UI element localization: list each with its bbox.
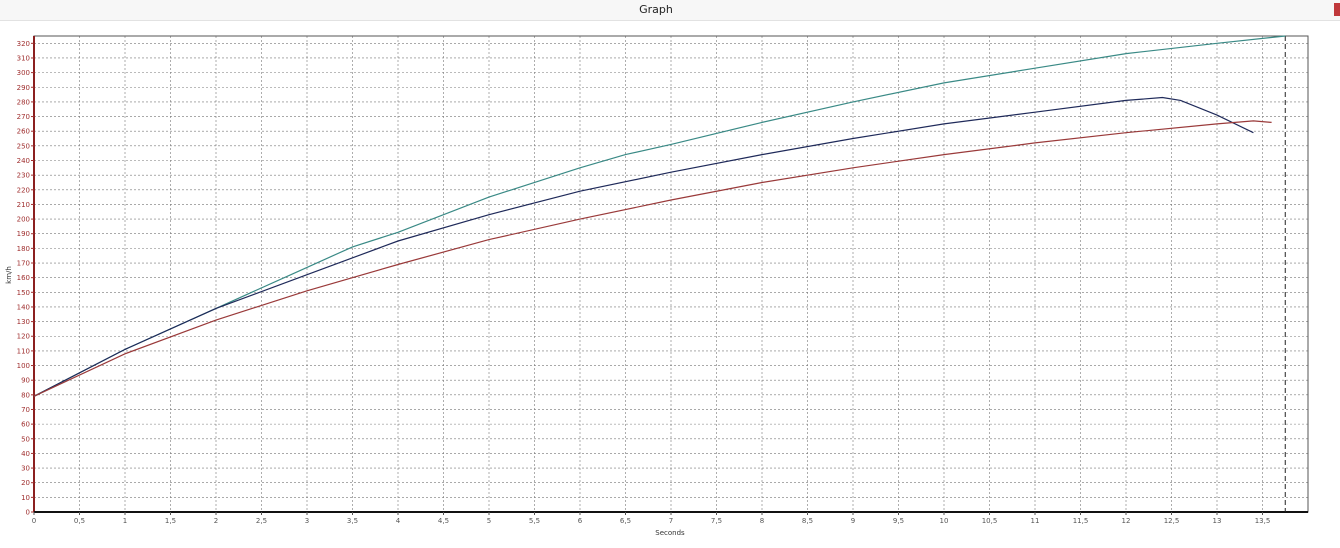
y-tick-label: 230 <box>17 172 30 180</box>
x-axis-label: Seconds <box>655 529 685 537</box>
x-tick-label: 0 <box>32 517 36 525</box>
series-line-1 <box>33 35 1286 397</box>
y-tick-label: 190 <box>17 230 30 238</box>
y-tick-label: 260 <box>17 128 30 136</box>
y-tick-label: 90 <box>21 377 30 385</box>
x-tick-label: 3 <box>305 517 309 525</box>
x-tick-label: 13,5 <box>1255 517 1271 525</box>
x-tick-label: 0,5 <box>74 517 85 525</box>
y-tick-label: 290 <box>17 84 30 92</box>
x-tick-label: 12,5 <box>1164 517 1180 525</box>
y-tick-label: 270 <box>17 113 30 121</box>
y-tick-label: 80 <box>21 391 30 399</box>
window-title: Graph <box>639 3 673 16</box>
y-tick-label: 70 <box>21 406 30 414</box>
y-tick-label: 20 <box>21 479 30 487</box>
y-tick-label: 170 <box>17 260 30 268</box>
x-tick-label: 4 <box>396 517 401 525</box>
y-tick-label: 50 <box>21 435 30 443</box>
x-tick-label: 6 <box>578 517 583 525</box>
grid <box>33 35 1309 513</box>
y-tick-label: 240 <box>17 157 30 165</box>
x-tick-label: 3,5 <box>347 517 358 525</box>
x-tick-label: 7 <box>669 517 673 525</box>
y-tick-label: 300 <box>17 69 30 77</box>
y-tick-label: 320 <box>17 40 30 48</box>
y-tick-label: 150 <box>17 289 30 297</box>
x-tick-label: 10 <box>940 517 949 525</box>
series-line-2 <box>33 96 1254 397</box>
x-tick-label: 12 <box>1122 517 1131 525</box>
y-tick-label: 100 <box>17 362 30 370</box>
x-tick-label: 2,5 <box>256 517 267 525</box>
y-tick-label: 10 <box>21 494 30 502</box>
x-tick-label: 5,5 <box>529 517 540 525</box>
x-tick-label: 9,5 <box>893 517 904 525</box>
title-bar: Graph <box>0 0 1340 21</box>
y-tick-label: 140 <box>17 303 30 311</box>
y-tick-label: 200 <box>17 216 30 224</box>
y-tick-label: 120 <box>17 333 30 341</box>
y-tick-label: 310 <box>17 54 30 62</box>
x-tick-label: 11,5 <box>1073 517 1089 525</box>
x-tick-label: 5 <box>487 517 491 525</box>
x-tick-label: 6,5 <box>620 517 631 525</box>
series-lines <box>33 35 1286 397</box>
x-tick-label: 8,5 <box>802 517 813 525</box>
y-tick-label: 60 <box>21 421 30 429</box>
y-tick-label: 220 <box>17 186 30 194</box>
y-tick-label: 130 <box>17 318 30 326</box>
series-line-3 <box>33 120 1272 397</box>
x-tick-label: 7,5 <box>711 517 722 525</box>
y-tick-label: 180 <box>17 245 30 253</box>
x-tick-label: 8 <box>760 517 764 525</box>
y-tick-label: 110 <box>17 347 30 355</box>
close-button[interactable] <box>1334 3 1340 16</box>
x-axis-ticks: 0 0,5 1 1,5 2 2,5 3 3,5 4 4,5 5 5,5 6 6,5 7 7,5 8 8,5 9 9,5… <box>32 512 1271 525</box>
y-axis-ticks: 0 10 20 30 40 50 60 70 80 90 100 110 120 130 140 150 160… <box>17 40 34 517</box>
x-tick-label: 10,5 <box>982 517 998 525</box>
x-tick-label: 1 <box>123 517 127 525</box>
y-tick-label: 30 <box>21 465 30 473</box>
y-tick-label: 0 <box>26 509 30 517</box>
x-tick-label: 1,5 <box>165 517 176 525</box>
y-axis-label: km/h <box>5 266 13 284</box>
x-tick-label: 9 <box>851 517 855 525</box>
y-tick-label: 40 <box>21 450 30 458</box>
y-tick-label: 280 <box>17 98 30 106</box>
x-tick-label: 13 <box>1213 517 1222 525</box>
y-tick-label: 250 <box>17 142 30 150</box>
x-tick-label: 11 <box>1031 517 1040 525</box>
y-tick-label: 210 <box>17 201 30 209</box>
x-tick-label: 4,5 <box>438 517 449 525</box>
y-tick-label: 160 <box>17 274 30 282</box>
x-tick-label: 2 <box>214 517 218 525</box>
